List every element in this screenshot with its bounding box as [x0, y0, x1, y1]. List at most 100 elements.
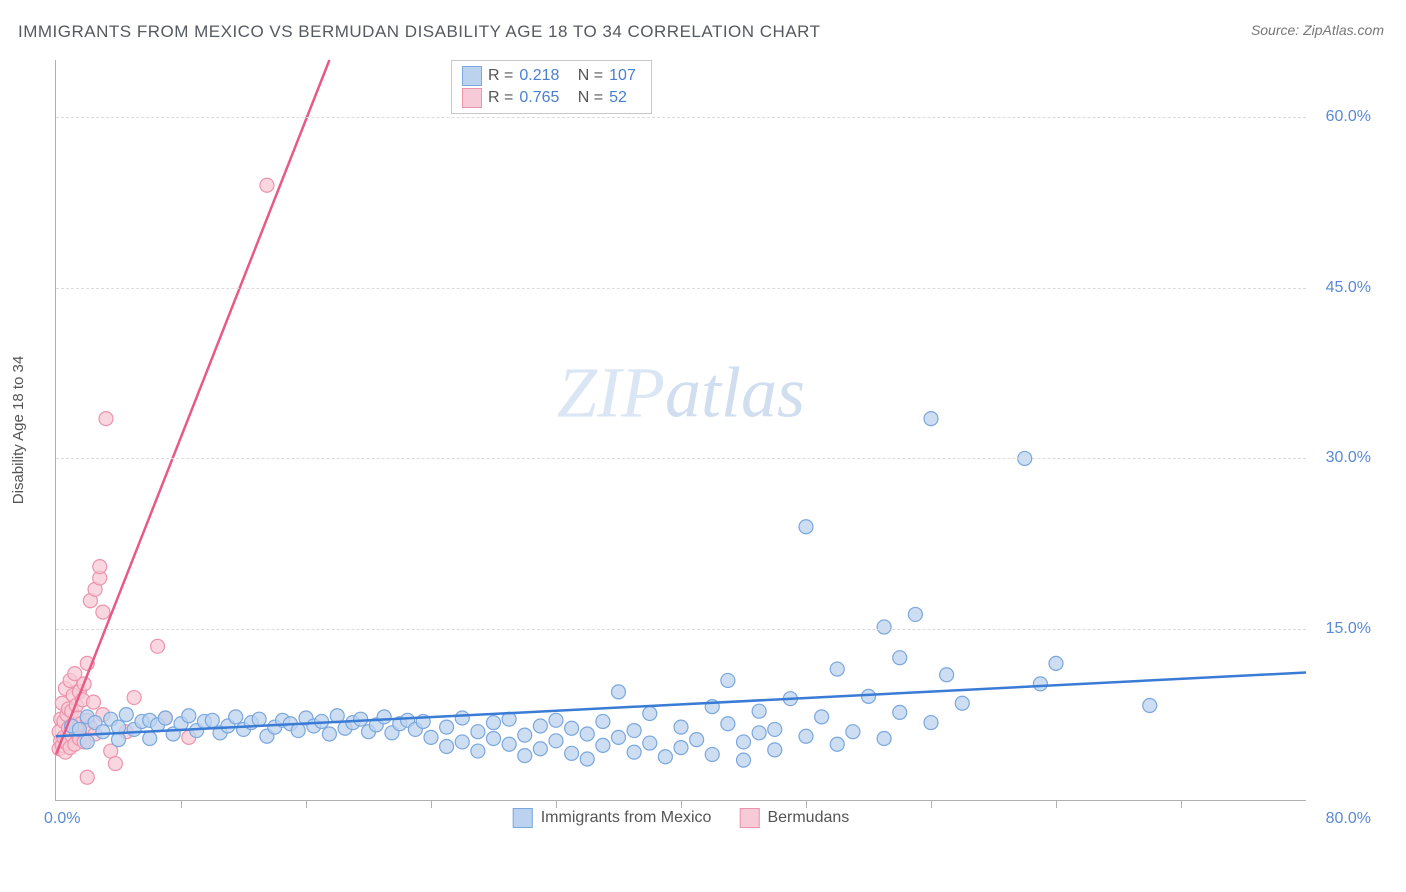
x-tick	[1181, 800, 1182, 808]
legend-label-mexico: Immigrants from Mexico	[541, 809, 712, 827]
mexico-point	[830, 737, 844, 751]
bermuda-point	[151, 639, 165, 653]
mexico-point	[721, 717, 735, 731]
scatter-plot-area: ZIPatlas R =0.218 N =107R =0.765 N =52 0…	[55, 60, 1306, 801]
mexico-point	[487, 716, 501, 730]
mexico-point	[322, 727, 336, 741]
x-tick	[931, 800, 932, 808]
gridline	[56, 288, 1306, 289]
mexico-point	[846, 725, 860, 739]
mexico-point	[799, 729, 813, 743]
mexico-point	[471, 744, 485, 758]
bermuda-trendline	[56, 60, 329, 754]
mexico-point	[1143, 699, 1157, 713]
mexico-point	[518, 749, 532, 763]
r-value-mexico: 0.218	[519, 65, 567, 87]
mexico-point	[596, 714, 610, 728]
mexico-point	[690, 733, 704, 747]
mexico-point	[955, 696, 969, 710]
mexico-point	[924, 716, 938, 730]
y-axis-label: Disability Age 18 to 34	[10, 282, 27, 430]
mexico-point	[721, 673, 735, 687]
mexico-point	[455, 735, 469, 749]
mexico-point	[518, 728, 532, 742]
mexico-point	[908, 607, 922, 621]
mexico-point	[924, 412, 938, 426]
mexico-point	[737, 753, 751, 767]
mexico-point	[440, 739, 454, 753]
x-axis-max-label: 80.0%	[1326, 810, 1371, 828]
n-value-bermuda: 52	[609, 87, 641, 109]
swatch-bermuda	[462, 88, 482, 108]
mexico-point	[205, 713, 219, 727]
mexico-point	[565, 721, 579, 735]
mexico-point	[252, 712, 266, 726]
mexico-point	[877, 732, 891, 746]
source-attribution: Source: ZipAtlas.com	[1251, 22, 1384, 38]
bermuda-point	[127, 691, 141, 705]
legend-item-mexico: Immigrants from Mexico	[513, 808, 712, 828]
mexico-point	[627, 745, 641, 759]
mexico-point	[291, 724, 305, 738]
mexico-point	[549, 713, 563, 727]
mexico-point	[612, 685, 626, 699]
bermuda-point	[80, 770, 94, 784]
mexico-point	[158, 711, 172, 725]
mexico-point	[354, 712, 368, 726]
n-label: N =	[573, 65, 603, 87]
mexico-point	[424, 730, 438, 744]
mexico-point	[455, 711, 469, 725]
mexico-point	[549, 734, 563, 748]
r-label: R =	[488, 87, 513, 109]
mexico-point	[143, 732, 157, 746]
bermuda-point	[93, 560, 107, 574]
mexico-point	[830, 662, 844, 676]
legend-bottom: Immigrants from Mexico Bermudans	[513, 808, 850, 828]
mexico-point	[487, 732, 501, 746]
mexico-point	[674, 720, 688, 734]
legend-item-bermuda: Bermudans	[739, 808, 849, 828]
mexico-point	[940, 668, 954, 682]
bermuda-point	[87, 695, 101, 709]
mexico-point	[752, 726, 766, 740]
bermuda-point	[96, 605, 110, 619]
mexico-point	[112, 733, 126, 747]
mexico-point	[80, 735, 94, 749]
mexico-point	[229, 710, 243, 724]
x-tick	[431, 800, 432, 808]
x-tick	[181, 800, 182, 808]
bermuda-point	[260, 178, 274, 192]
mexico-point	[815, 710, 829, 724]
r-label: R =	[488, 65, 513, 87]
mexico-point	[182, 709, 196, 723]
gridline	[56, 117, 1306, 118]
plot-svg	[56, 60, 1306, 800]
mexico-point	[565, 746, 579, 760]
y-tick-label: 60.0%	[1326, 108, 1371, 126]
n-value-mexico: 107	[609, 65, 641, 87]
r-value-bermuda: 0.765	[519, 87, 567, 109]
mexico-point	[1033, 677, 1047, 691]
stats-row-bermuda: R = 0.765 N = 52	[462, 87, 641, 109]
mexico-point	[643, 736, 657, 750]
mexico-point	[471, 725, 485, 739]
bermuda-point	[108, 757, 122, 771]
mexico-point	[862, 689, 876, 703]
y-tick-label: 30.0%	[1326, 449, 1371, 467]
y-tick-label: 15.0%	[1326, 620, 1371, 638]
x-tick	[556, 800, 557, 808]
x-tick	[1056, 800, 1057, 808]
mexico-point	[580, 752, 594, 766]
mexico-point	[658, 750, 672, 764]
gridline	[56, 458, 1306, 459]
n-label: N =	[573, 87, 603, 109]
mexico-point	[768, 743, 782, 757]
bermuda-point	[99, 412, 113, 426]
mexico-point	[533, 719, 547, 733]
mexico-point	[612, 730, 626, 744]
mexico-point	[643, 706, 657, 720]
mexico-point	[799, 520, 813, 534]
mexico-point	[502, 737, 516, 751]
correlation-stats-box: R = 0.218 N = 107 R = 0.765 N = 52	[451, 60, 652, 114]
mexico-point	[752, 704, 766, 718]
